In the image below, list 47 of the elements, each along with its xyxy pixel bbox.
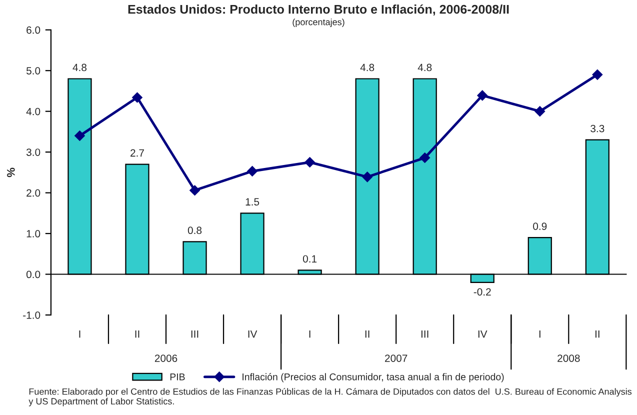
text: 2006 [154, 354, 178, 362]
source-note: Fuente: Elaborado por el Centro de Estudios de las Finanzas Públicas de la H. Cámara de Diputados con datos del U.S. Bureau of Economic Analysis y US Department of Labor Statistics. [28, 388, 632, 406]
y-tick-label: 6.0 [26, 26, 40, 34]
data-label: 4.8 [360, 64, 374, 72]
data-label: 0.8 [188, 226, 202, 234]
x-tick-label: II [595, 330, 600, 338]
point [304, 157, 315, 168]
data-label: 3.3 [590, 124, 604, 132]
point [190, 185, 200, 196]
x-tick-label: I [79, 330, 80, 338]
y-tick-label: 2.0 [26, 189, 40, 197]
y-tick-label: 3.0 [26, 148, 40, 156]
y-tick-label: 0.0 [26, 270, 40, 278]
x-tick-label: IV [248, 330, 258, 338]
data-label: 0.1 [302, 255, 317, 263]
point [592, 70, 603, 80]
point [477, 90, 488, 101]
y-tick-label: 5.0 [26, 67, 40, 74]
point [247, 166, 258, 176]
y-tick-label: 4.0 [26, 108, 40, 116]
data-label: 4.8 [72, 64, 87, 72]
y-tick-label: 1.0 [26, 230, 40, 238]
data-label: 4.8 [418, 64, 432, 72]
x-tick-label: I [539, 330, 540, 338]
point [534, 106, 546, 116]
data-label: 0.9 [533, 222, 547, 230]
point [420, 152, 430, 163]
x-tick-label: II [365, 330, 370, 338]
x-tick-label: I [309, 330, 310, 338]
y-tick-label: -1.0 [23, 311, 40, 319]
chart-title: Estados Unidos: Producto Interno Bruto e Inflación, 2006-2008/II [128, 4, 509, 16]
legend-label: PIB [170, 374, 185, 380]
x-tick-label: III [421, 330, 428, 338]
x-tick-label: IV [478, 330, 488, 338]
point [362, 172, 372, 182]
text: 2008 [558, 354, 580, 362]
x-tick-label: III [191, 330, 198, 338]
data-label: -0.2 [474, 288, 491, 296]
legend-label: Inflación (Precios al Consumidor, tasa anual a fin de periodo) [242, 373, 504, 382]
point [74, 130, 85, 141]
text: 2007 [385, 354, 408, 362]
y-axis-title: % [7, 168, 15, 178]
x-tick-label: II [135, 330, 140, 338]
chart-subtitle: (porcentajes) [292, 18, 344, 28]
data-label: 2.7 [130, 149, 144, 157]
data-label: 1.5 [246, 198, 260, 206]
point [132, 92, 142, 103]
